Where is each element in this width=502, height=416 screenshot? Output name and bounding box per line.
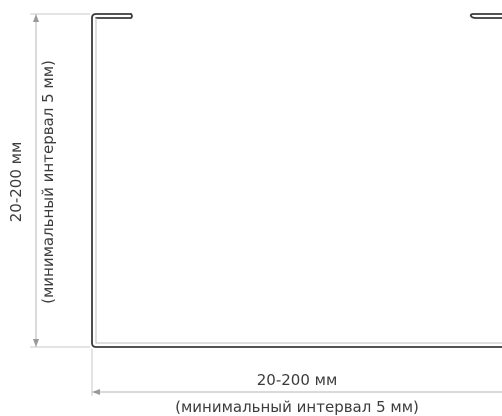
height-note-label: (минимальный интервал 5 мм)	[39, 60, 57, 304]
height-dimension: 20-200 мм (минимальный интервал 5 мм)	[7, 13, 90, 348]
profile-shape	[91, 13, 502, 348]
profile-outline	[91, 13, 502, 348]
width-value-label: 20-200 мм	[257, 371, 338, 389]
height-value-label: 20-200 мм	[7, 142, 25, 223]
height-arrow-bottom	[33, 339, 39, 347]
width-note-label: (минимальный интервал 5 мм)	[175, 398, 419, 416]
profile-left-flange	[95, 13, 133, 19]
profile-right-flange	[469, 13, 502, 19]
profile-inner-left	[95, 18, 502, 344]
width-dimension: 20-200 мм (минимальный интервал 5 мм)	[91, 349, 502, 416]
height-arrow-top	[33, 14, 39, 22]
width-arrow-left	[92, 389, 100, 395]
